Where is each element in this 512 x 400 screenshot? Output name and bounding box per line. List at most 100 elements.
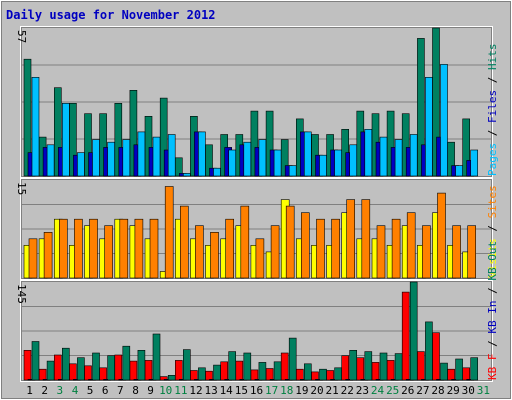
bar-kb-f-day-20 <box>311 371 319 381</box>
day-label-24: 24 <box>371 384 385 397</box>
bar-sites-day-8 <box>134 218 144 279</box>
side-label-part: KB F <box>486 354 499 381</box>
bar-sites-day-25 <box>391 218 401 279</box>
day-label-3: 3 <box>56 384 63 397</box>
day-label-31: 31 <box>477 384 490 397</box>
bar-sites-day-28 <box>437 192 446 279</box>
side-label-part: KB Out <box>486 241 499 281</box>
bar-kb-out-day-2 <box>46 360 55 381</box>
bar-kb-out-day-7 <box>122 345 131 381</box>
bar-hits-day-30 <box>462 118 471 177</box>
bar-pages-day-2 <box>46 144 55 177</box>
bar-pages-day-23 <box>364 129 373 177</box>
day-label-27: 27 <box>416 384 429 397</box>
day-label-8: 8 <box>132 384 139 397</box>
day-label-22: 22 <box>341 384 354 397</box>
bar-pages-day-13 <box>213 167 221 177</box>
bar-kb-f-day-29 <box>447 368 455 381</box>
day-label-21: 21 <box>325 384 338 397</box>
bar-kb-out-day-16 <box>258 362 267 381</box>
bar-kb-f-day-15 <box>235 360 244 381</box>
bar-pages-day-22 <box>349 144 358 177</box>
bar-sites-day-27 <box>422 225 431 279</box>
bar-pages-day-18 <box>288 165 297 177</box>
side-label-part: / <box>486 123 499 143</box>
bar-pages-day-20 <box>319 154 327 177</box>
bar-kb-f-day-9 <box>144 360 153 381</box>
bar-kb-f-day-27 <box>417 351 425 381</box>
side-label-part: Hits <box>486 44 499 71</box>
day-label-29: 29 <box>447 384 460 397</box>
axis-max-label: 145 <box>15 284 28 304</box>
bar-pages-day-7 <box>122 139 131 177</box>
bar-kb-out-day-3 <box>61 347 70 381</box>
bar-kb-f-day-12 <box>190 370 198 381</box>
side-label-part: KB In <box>486 301 499 334</box>
bar-kb-out-day-30 <box>470 357 479 381</box>
bar-pages-day-1 <box>31 77 40 177</box>
bar-sites-day-7 <box>119 218 129 279</box>
bar-pages-day-24 <box>379 136 388 177</box>
bar-pages-day-6 <box>107 141 115 177</box>
day-label-19: 19 <box>295 384 308 397</box>
side-label-part: Visits <box>486 238 499 278</box>
bar-pages-day-3 <box>61 103 70 177</box>
series-side-label: Visits / Sites <box>486 185 499 278</box>
bar-pages-day-5 <box>92 139 100 177</box>
bar-sites-day-1 <box>28 238 38 279</box>
day-label-11: 11 <box>174 384 187 397</box>
bar-kb-out-day-15 <box>243 352 252 381</box>
panel-bottom: 145 KB F / KB In / KB Out <box>15 241 499 382</box>
bar-pages-day-4 <box>77 152 85 177</box>
bar-kb-f-day-1 <box>23 349 32 381</box>
bar-sites-day-21 <box>331 218 340 279</box>
bar-pages-day-19 <box>303 131 312 177</box>
side-label-part: Files <box>486 90 499 123</box>
day-label-23: 23 <box>356 384 369 397</box>
side-label-part: Sites <box>486 185 499 218</box>
bar-kb-f-day-19 <box>295 368 304 381</box>
bar-kb-f-day-6 <box>99 367 107 381</box>
bar-pages-day-10 <box>167 134 176 177</box>
bar-kb-f-day-25 <box>386 360 395 381</box>
day-label-13: 13 <box>204 384 217 397</box>
bar-pages-day-27 <box>425 77 433 177</box>
bar-kb-out-day-17 <box>273 361 282 381</box>
bar-hits-day-5 <box>84 113 92 177</box>
bar-kb-f-day-26 <box>401 291 410 381</box>
bar-kb-f-day-21 <box>326 370 334 381</box>
bar-kb-f-day-2 <box>38 368 47 381</box>
bar-kb-out-day-19 <box>303 363 312 381</box>
bar-hits-day-1 <box>23 58 32 177</box>
bar-sites-day-17 <box>270 225 280 279</box>
bar-pages-day-16 <box>258 139 267 177</box>
bar-pages-day-8 <box>137 131 146 177</box>
bar-kb-out-day-13 <box>213 364 221 381</box>
bar-kb-out-day-21 <box>334 367 342 381</box>
bar-kb-f-day-30 <box>462 367 471 381</box>
bar-kb-f-day-4 <box>69 363 77 381</box>
day-label-14: 14 <box>220 384 234 397</box>
day-label-9: 9 <box>147 384 154 397</box>
bar-hits-day-27 <box>417 38 425 177</box>
bar-kb-out-day-9 <box>152 333 161 381</box>
day-label-4: 4 <box>72 384 79 397</box>
bar-sites-day-9 <box>149 218 159 279</box>
bar-kb-out-day-23 <box>364 351 373 381</box>
bar-pages-day-28 <box>440 64 448 177</box>
day-label-7: 7 <box>117 384 124 397</box>
bar-pages-day-14 <box>228 149 236 177</box>
bar-kb-out-day-8 <box>137 349 146 381</box>
side-label-part: / <box>486 70 499 90</box>
bar-kb-f-day-17 <box>265 368 274 381</box>
bar-kb-out-day-12 <box>198 367 206 381</box>
bar-pages-day-9 <box>152 136 161 177</box>
bar-hits-day-3 <box>53 87 62 177</box>
bar-sites-day-10 <box>164 186 174 279</box>
bar-pages-day-12 <box>198 131 206 177</box>
bar-kb-f-day-16 <box>250 369 259 381</box>
bar-kb-out-day-27 <box>425 321 433 381</box>
panel-top: 57 Pages / Files / Hits <box>15 26 499 178</box>
bar-kb-out-day-1 <box>31 341 40 381</box>
